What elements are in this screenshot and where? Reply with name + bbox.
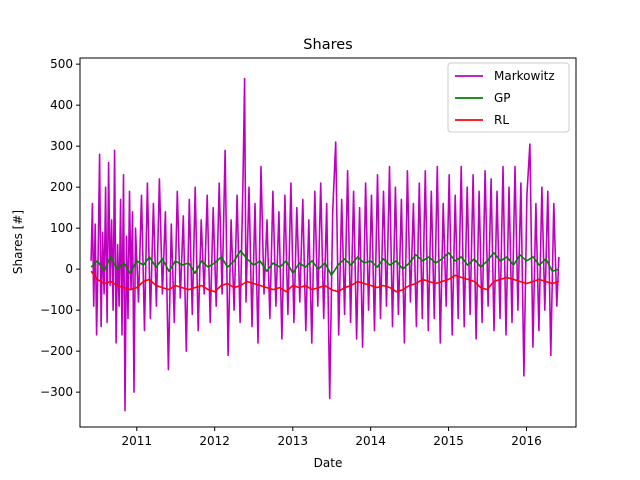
y-tick-label: −300 bbox=[40, 385, 73, 399]
series-line-rl bbox=[90, 270, 560, 293]
x-tick-label: 2016 bbox=[511, 434, 542, 448]
series-layer bbox=[90, 77, 560, 412]
x-tick-label: 2011 bbox=[121, 434, 152, 448]
y-axis-label: Shares [#] bbox=[11, 210, 25, 274]
y-tick-label: 0 bbox=[65, 262, 73, 276]
y-tick-label: −200 bbox=[40, 344, 73, 358]
chart-title: Shares bbox=[303, 37, 352, 53]
x-tick-label: 2013 bbox=[278, 434, 309, 448]
x-tick-label: 2015 bbox=[433, 434, 464, 448]
legend-label-markowitz: Markowitz bbox=[494, 69, 555, 83]
y-tick-label: 500 bbox=[50, 57, 73, 71]
legend-label-rl: RL bbox=[494, 113, 509, 127]
y-tick-label: −100 bbox=[40, 303, 73, 317]
x-tick-label: 2012 bbox=[199, 434, 230, 448]
legend-box bbox=[447, 62, 570, 133]
legend: Markowitz GP RL bbox=[447, 62, 570, 133]
x-axis: 2011 2012 2013 2014 2015 2016 bbox=[121, 427, 542, 448]
legend-label-gp: GP bbox=[494, 91, 511, 105]
x-axis-label: Date bbox=[314, 456, 343, 470]
y-tick-label: 200 bbox=[50, 180, 73, 194]
y-tick-label: 400 bbox=[50, 98, 73, 112]
x-tick-label: 2014 bbox=[355, 434, 386, 448]
series-line-gp bbox=[90, 249, 560, 277]
y-tick-label: 100 bbox=[50, 221, 73, 235]
y-axis: −300 −200 −100 0 100 200 300 400 500 bbox=[40, 57, 80, 399]
plot-frame bbox=[79, 57, 577, 428]
y-tick-label: 300 bbox=[50, 139, 73, 153]
series-line-markowitz bbox=[90, 77, 560, 412]
